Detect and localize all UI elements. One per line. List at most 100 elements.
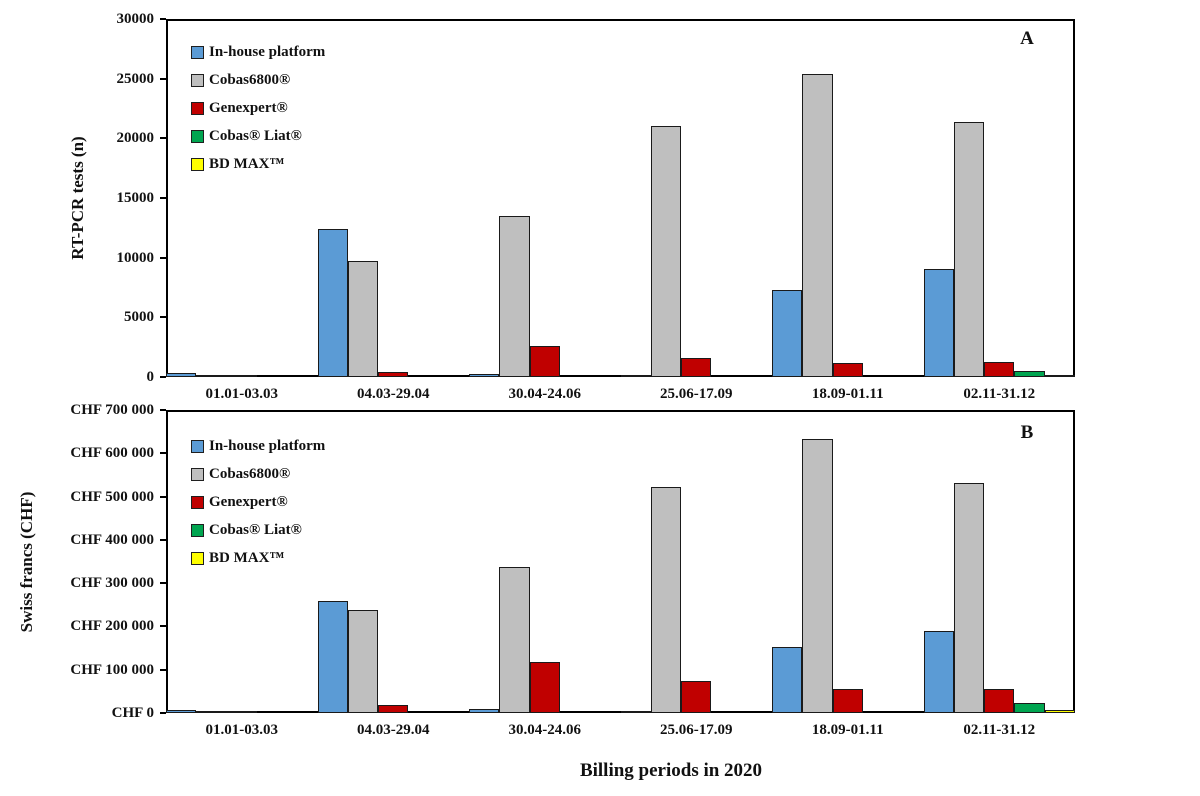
bar-bd-max-02-11-31-12 — [1044, 375, 1075, 377]
panel-b-x-tick-label: 30.04-24.06 — [508, 722, 582, 738]
legend-item-cobas6800: Cobas6800® — [191, 460, 325, 488]
bar-genexpert-25-06-17-09 — [681, 358, 712, 377]
bar-genexpert-01-01-03-03 — [226, 711, 257, 713]
x-axis-title: Billing periods in 2020 — [579, 760, 763, 781]
bar-genexpert-04-03-29-04 — [378, 372, 409, 377]
legend-label: Cobas6800® — [209, 465, 291, 482]
legend-item-genexpert: Genexpert® — [191, 94, 325, 122]
cobas6800-legend-swatch-icon — [191, 73, 204, 87]
panel-a-y-tick-label: 25000 — [116, 70, 155, 87]
cobas-liat-legend-swatch-icon — [191, 523, 204, 537]
bar-in-house-platform-04-03-29-04 — [317, 601, 348, 713]
legend-item-cobas-liat: Cobas® Liat® — [191, 122, 325, 150]
panel-a-y-tick-mark — [160, 77, 166, 80]
panel-a-y-axis-title: RT-PCR tests (n) — [68, 136, 87, 260]
bar-cobas6800-02-11-31-12 — [953, 483, 985, 713]
panel-a-y-tick-mark — [160, 18, 166, 20]
bar-cobas6800-04-03-29-04 — [347, 610, 379, 713]
bar-in-house-platform-02-11-31-12 — [923, 269, 954, 377]
bar-genexpert-02-11-31-12 — [984, 689, 1015, 713]
panel-a-y-tick-label: 10000 — [116, 249, 155, 266]
legend-item-bd-max: BD MAX™ — [191, 150, 325, 178]
panel-b-x-tick-label: 25.06-17.09 — [660, 722, 733, 738]
bar-in-house-platform-18-09-01-11 — [772, 290, 803, 377]
bar-cobas-liat-02-11-31-12 — [1014, 371, 1045, 377]
panel-b-y-tick-mark — [160, 538, 166, 541]
panel-b-y-tick-mark — [160, 668, 166, 671]
bar-in-house-platform-25-06-17-09 — [620, 711, 651, 713]
panel-b-x-tick-label: 01.01-03.03 — [205, 722, 279, 738]
in-house-platform-legend-swatch-icon — [191, 45, 204, 59]
bar-in-house-platform-18-09-01-11 — [772, 647, 803, 713]
bar-bd-max-02-11-31-12 — [1044, 710, 1075, 713]
cobas-liat-legend-swatch-icon — [191, 129, 204, 143]
legend-item-in-house-platform: In-house platform — [191, 38, 325, 66]
bd-max-legend-swatch-icon — [191, 157, 204, 171]
panel-b-y-tick-label: CHF 700 000 — [70, 402, 154, 418]
legend-label: BD MAX™ — [209, 155, 285, 172]
bar-genexpert-30-04-24-06 — [529, 346, 560, 377]
cobas6800-legend-swatch-icon — [191, 467, 204, 481]
legend-item-genexpert: Genexpert® — [191, 488, 325, 516]
panel-b-y-tick-label: CHF 400 000 — [70, 531, 154, 548]
legend-item-cobas6800: Cobas6800® — [191, 66, 325, 94]
panel-b-x-tick-label: 18.09-01.11 — [811, 722, 884, 738]
legend-label: Genexpert® — [209, 493, 288, 510]
bar-genexpert-18-09-01-11 — [832, 363, 863, 377]
panel-a-y-tick-mark — [160, 376, 166, 378]
bar-in-house-platform-04-03-29-04 — [317, 229, 348, 377]
panel-a-x-tick-label: 18.09-01.11 — [811, 386, 884, 402]
bar-cobas6800-02-11-31-12 — [953, 122, 985, 377]
panel-a-y-tick-label: 5000 — [124, 309, 154, 326]
panel-b-x-tick-label: 04.03-29.04 — [357, 722, 430, 738]
panel-b-y-tick-mark — [160, 452, 166, 455]
genexpert-legend-swatch-icon — [191, 495, 204, 509]
panel-a-y-tick-label: 20000 — [116, 130, 155, 147]
panel-b-y-tick-label: CHF 100 000 — [70, 661, 154, 678]
in-house-platform-legend-swatch-icon — [191, 439, 204, 453]
panel-b-y-tick-mark — [160, 495, 166, 498]
panel-a-x-tick-label: 02.11-31.12 — [963, 386, 1036, 402]
legend-label: In-house platform — [209, 43, 326, 60]
bar-genexpert-01-01-03-03 — [226, 375, 257, 377]
bar-in-house-platform-01-01-03-03 — [166, 710, 197, 713]
legend-item-bd-max: BD MAX™ — [191, 544, 325, 572]
genexpert-legend-swatch-icon — [191, 101, 204, 115]
panel-a-x-tick-label: 04.03-29.04 — [357, 386, 430, 402]
bar-cobas6800-04-03-29-04 — [347, 261, 379, 377]
panel-b-y-tick-mark — [160, 582, 166, 585]
bar-in-house-platform-30-04-24-06 — [469, 374, 500, 377]
legend-label: Cobas6800® — [209, 71, 291, 88]
bar-genexpert-02-11-31-12 — [984, 362, 1015, 377]
bar-in-house-platform-01-01-03-03 — [166, 373, 197, 377]
panel-a-y-tick-label: 30000 — [116, 11, 155, 27]
legend-label: Genexpert® — [209, 99, 288, 116]
bar-cobas6800-18-09-01-11 — [802, 439, 833, 713]
bar-cobas6800-25-06-17-09 — [650, 487, 682, 713]
panel-b-label: B — [1020, 422, 1034, 443]
legend-label: Cobas® Liat® — [209, 127, 302, 144]
bar-cobas6800-30-04-24-06 — [499, 216, 530, 377]
legend-label: BD MAX™ — [209, 549, 285, 566]
legend-item-in-house-platform: In-house platform — [191, 432, 325, 460]
panel-a-y-tick-mark — [160, 137, 166, 140]
bar-genexpert-18-09-01-11 — [832, 689, 863, 713]
panel-a-legend: In-house platform Cobas6800® Genexpert® Cob… — [191, 38, 325, 178]
panel-b-y-tick-label: CHF 300 000 — [70, 575, 154, 592]
panel-a-y-tick-mark — [160, 197, 166, 199]
panel-a-label: A — [1020, 28, 1034, 49]
bar-cobas6800-18-09-01-11 — [802, 74, 833, 377]
panel-a-x-tick-label: 25.06-17.09 — [660, 386, 733, 402]
panel-b-legend: In-house platform Cobas6800® Genexpert® Cob… — [191, 432, 325, 572]
bar-genexpert-25-06-17-09 — [681, 681, 712, 713]
panel-b-y-tick-label: CHF 500 000 — [70, 488, 154, 505]
bar-in-house-platform-02-11-31-12 — [923, 631, 954, 713]
bar-in-house-platform-30-04-24-06 — [469, 709, 500, 713]
bar-genexpert-30-04-24-06 — [529, 662, 560, 713]
bar-in-house-platform-25-06-17-09 — [620, 375, 651, 377]
bar-cobas6800-01-01-03-03 — [196, 375, 227, 377]
bd-max-legend-swatch-icon — [191, 551, 204, 565]
panel-b-y-tick-mark — [160, 409, 166, 411]
legend-item-cobas-liat: Cobas® Liat® — [191, 516, 325, 544]
